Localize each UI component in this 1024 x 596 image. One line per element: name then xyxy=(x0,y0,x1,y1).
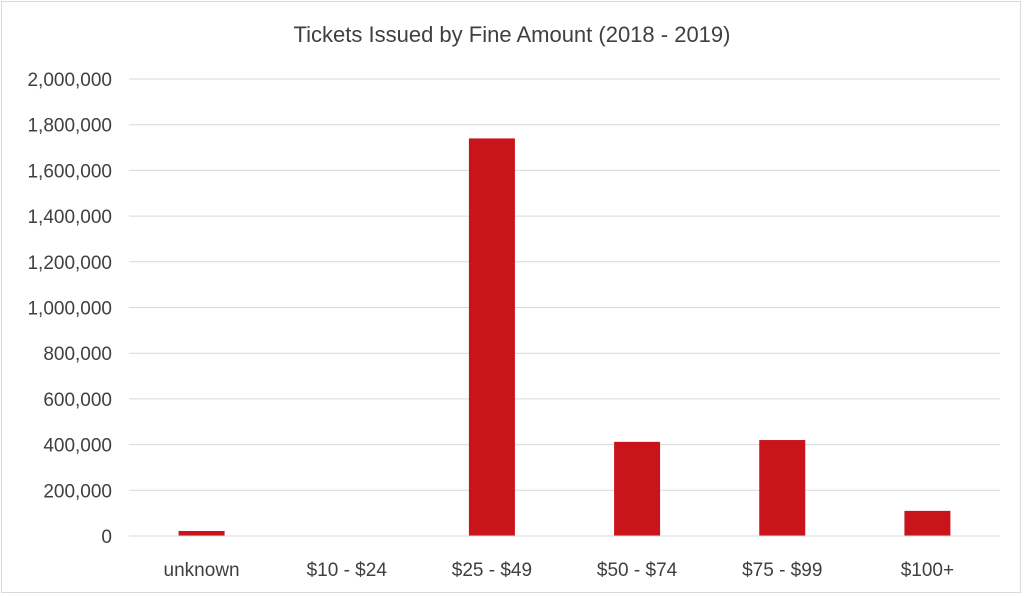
x-tick-label: $100+ xyxy=(901,560,954,581)
x-tick-label: $75 - $99 xyxy=(742,560,822,581)
bar xyxy=(614,441,661,536)
y-tick-label: 800,000 xyxy=(43,344,112,365)
y-tick-label: 1,800,000 xyxy=(27,116,112,137)
y-tick-label: 0 xyxy=(101,527,112,548)
bar xyxy=(904,510,951,536)
x-tick-label: $25 - $49 xyxy=(452,560,532,581)
bars xyxy=(178,138,951,536)
y-axis-tick-labels: 0 200,000 400,000 600,000 800,000 1,000,000 1,… xyxy=(27,70,112,548)
x-tick-label: unknown xyxy=(164,560,240,581)
y-tick-label: 1,000,000 xyxy=(27,299,112,320)
chart-title: Tickets Issued by Fine Amount (2018 - 20… xyxy=(293,22,731,47)
bar xyxy=(178,530,225,536)
y-tick-label: 400,000 xyxy=(43,436,112,457)
y-tick-label: 1,200,000 xyxy=(27,253,112,274)
y-tick-label: 1,400,000 xyxy=(27,207,112,228)
bar xyxy=(759,440,806,536)
x-tick-label: $50 - $74 xyxy=(597,560,678,581)
y-tick-label: 2,000,000 xyxy=(27,70,112,91)
y-tick-label: 1,600,000 xyxy=(27,161,112,182)
bar xyxy=(468,138,515,536)
gridlines xyxy=(129,78,1000,491)
x-axis-tick-labels: unknown $10 - $24 $25 - $49 $50 - $74 $75 - … xyxy=(164,560,955,581)
y-tick-label: 600,000 xyxy=(43,390,112,411)
y-tick-label: 200,000 xyxy=(43,481,112,502)
x-tick-label: $10 - $24 xyxy=(307,560,388,581)
